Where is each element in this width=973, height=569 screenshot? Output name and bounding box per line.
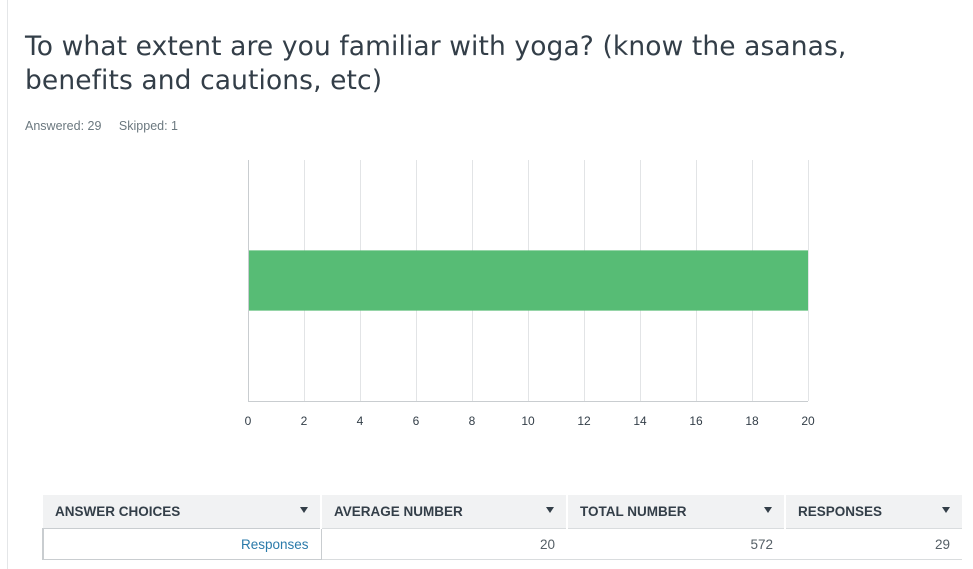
average-number-header-label: AVERAGE NUMBER <box>334 504 463 519</box>
sort-caret-icon[interactable] <box>300 507 308 513</box>
x-tick-label: 4 <box>357 414 364 428</box>
answer-choices-header[interactable]: ANSWER CHOICES <box>43 495 322 529</box>
responses-header[interactable]: RESPONSES <box>785 495 962 529</box>
sort-caret-icon[interactable] <box>546 507 554 513</box>
average-number-cell: 20 <box>321 528 567 560</box>
response-stats: Answered: 29 Skipped: 1 <box>25 119 178 133</box>
x-tick-label: 2 <box>301 414 308 428</box>
x-tick-label: 10 <box>521 414 535 428</box>
page-left-border <box>7 0 8 569</box>
total-number-header[interactable]: TOTAL NUMBER <box>567 495 786 529</box>
results-table: ANSWER CHOICES AVERAGE NUMBER TOTAL NUMB… <box>42 495 962 560</box>
x-tick-label: 20 <box>801 414 815 428</box>
x-tick-label: 14 <box>633 414 647 428</box>
responses-cell: 29 <box>785 528 962 560</box>
x-tick-label: 16 <box>689 414 703 428</box>
x-tick-label: 8 <box>469 414 476 428</box>
answered-count: Answered: 29 <box>25 119 102 133</box>
x-tick-label: 18 <box>745 414 759 428</box>
question-title: To what extent are you familiar with yog… <box>25 31 847 96</box>
bar-chart: 0 2 4 6 8 10 12 14 16 18 20 <box>245 160 815 428</box>
bar-responses <box>248 250 808 311</box>
answer-choice-cell[interactable]: Responses <box>42 528 322 560</box>
total-number-cell: 572 <box>567 528 785 560</box>
sort-caret-icon[interactable] <box>942 507 950 513</box>
skipped-count: Skipped: 1 <box>118 119 178 133</box>
x-tick-label: 6 <box>413 414 420 428</box>
sort-caret-icon[interactable] <box>764 507 772 513</box>
x-tick-label: 0 <box>245 414 252 428</box>
table-row: Responses 20 572 29 <box>42 528 962 560</box>
responses-header-label: RESPONSES <box>798 504 883 519</box>
average-number-header[interactable]: AVERAGE NUMBER <box>321 495 568 529</box>
total-number-header-label: TOTAL NUMBER <box>580 504 687 519</box>
x-tick-label: 12 <box>577 414 591 428</box>
answer-choices-header-label: ANSWER CHOICES <box>55 504 181 519</box>
table-header-row: ANSWER CHOICES AVERAGE NUMBER TOTAL NUMB… <box>43 495 962 529</box>
